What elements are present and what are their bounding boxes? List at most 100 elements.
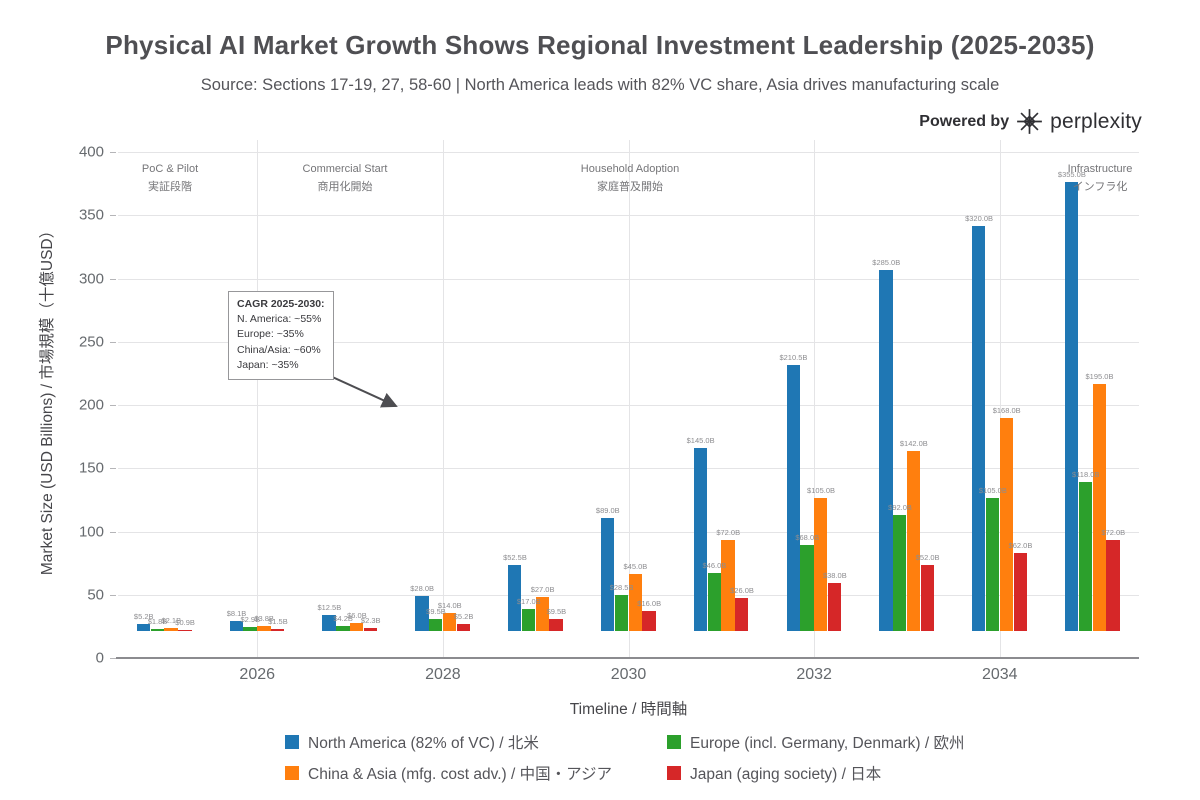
bar-value-label: $52.5B	[503, 552, 527, 562]
bar-value-label: $2.1B	[161, 616, 182, 626]
x-tick-label: 2034	[981, 666, 1018, 683]
x-tick-label: 2032	[796, 666, 832, 683]
bar-series3-2032	[827, 582, 842, 631]
bar-series3-2029	[549, 618, 563, 631]
legend-swatch	[285, 766, 299, 780]
bar-value-label: $46.0B	[702, 560, 727, 570]
bar-series2-2028	[442, 613, 457, 631]
phase-annotation-infrastructure: Infrastructure インフラ化	[1068, 161, 1133, 196]
bar-series2-2025	[164, 628, 178, 631]
bar-value-label: $12.5B	[317, 603, 342, 613]
y-tick-mark	[110, 152, 116, 153]
legend-label: North America (82% of VC) / 北米	[308, 735, 539, 752]
bar-value-label: $210.5B	[779, 352, 808, 362]
bar-series0-2027	[322, 615, 336, 631]
bar-series1-2027	[336, 625, 350, 631]
legend-label: Europe (incl. Germany, Denmark) / 欧州	[690, 735, 965, 752]
bar-series0-2031	[693, 447, 707, 631]
bar-value-label: $27.0B	[530, 584, 555, 594]
bar-series0-2033	[879, 270, 893, 631]
bar-value-label: $52.0B	[915, 553, 940, 563]
bar-series1-2025	[150, 628, 164, 631]
bar-value-label: $168.0B	[992, 406, 1021, 416]
legend-label: Japan (aging society) / 日本	[690, 766, 882, 783]
bar-series1-2031	[707, 572, 721, 631]
phase-label-ja: 実証段階	[148, 180, 192, 193]
bar-series1-2028	[429, 618, 443, 631]
bar-value-label: $3.8B	[254, 614, 274, 624]
legend-swatch	[667, 735, 681, 749]
bar-series3-2034	[1013, 552, 1027, 631]
bar-value-label: $68.0B	[795, 532, 820, 542]
x-gridline	[999, 140, 1001, 658]
y-tick-label: 300	[78, 270, 104, 287]
bar-value-label: $62.0B	[1008, 540, 1033, 550]
bar-value-label: $4.2B	[333, 613, 353, 623]
bar-series3-2031	[735, 598, 749, 631]
bar-value-label: $72.0B	[716, 527, 741, 537]
y-tick-mark	[110, 594, 116, 596]
cagr-title: CAGR 2025-2030:	[237, 298, 325, 310]
bar-value-label: $9.5B	[426, 606, 446, 616]
bar-value-label: $320.0B	[965, 214, 994, 224]
cagr-line: Europe: ~35%	[237, 328, 304, 341]
x-axis-line	[116, 657, 1139, 659]
phase-label-en: Infrastructure	[1067, 163, 1133, 175]
y-tick-label: 0	[95, 649, 104, 667]
y-tick-mark	[110, 215, 116, 217]
bar-series0-2028	[415, 595, 429, 631]
bar-value-label: $2.3B	[360, 616, 381, 626]
bar-series1-2035	[1078, 481, 1093, 631]
bar-value-label: $355.0B	[1057, 169, 1086, 179]
bar-value-label: $1.5B	[268, 617, 288, 627]
bar-series2-2027	[350, 623, 364, 631]
bar-series1-2033	[893, 514, 907, 631]
y-tick-label: 200	[78, 396, 104, 414]
y-tick-mark	[110, 405, 116, 406]
legend-swatch	[667, 766, 681, 780]
bar-value-label: $5.2B	[133, 612, 154, 622]
cagr-line: N. America: ~55%	[237, 313, 322, 326]
bar-value-label: $16.0B	[637, 598, 662, 608]
phase-label-ja: 家庭普及開始	[597, 180, 663, 193]
bar-value-label: $145.0B	[686, 435, 715, 445]
bar-series2-2032	[814, 498, 828, 631]
y-tick-mark	[110, 531, 116, 533]
bar-series0-2029	[508, 564, 522, 631]
bar-series0-2032	[786, 364, 800, 631]
bar-series1-2029	[521, 609, 536, 631]
page-title: Physical AI Market Growth Shows Regional…	[105, 30, 1095, 60]
y-tick-label: 150	[78, 459, 104, 477]
bar-value-label: $285.0B	[872, 258, 901, 268]
bar-value-label: $118.0B	[1071, 469, 1100, 479]
bar-value-label: $28.0B	[410, 583, 435, 593]
bar-value-label: $92.0B	[888, 502, 912, 512]
bar-series1-2030	[614, 594, 628, 631]
bar-series1-2034	[985, 498, 1000, 631]
bar-value-label: $72.0B	[1101, 527, 1126, 537]
bar-value-label: $2.9B	[240, 615, 261, 625]
x-gridline	[814, 140, 816, 658]
bar-series2-2026	[257, 626, 271, 631]
bar-series2-2035	[1092, 384, 1106, 631]
bar-series0-2030	[600, 518, 615, 631]
brand-name: perplexity	[1050, 109, 1142, 133]
bar-value-label: $105.0B	[978, 486, 1007, 496]
y-tick-label: 50	[87, 586, 104, 604]
y-tick-mark	[110, 468, 116, 470]
phase-annotation-poc: PoC & Pilot 実証段階	[142, 161, 198, 196]
phase-annotation-household: Household Adoption 家庭普及開始	[581, 161, 679, 196]
powered-by-branding: Powered by perplexity	[919, 108, 1142, 135]
powered-by-label: Powered by	[919, 112, 1010, 130]
bar-series2-2034	[999, 418, 1014, 631]
bar-series0-2034	[972, 226, 986, 631]
bar-series0-2035	[1064, 181, 1079, 631]
y-tick-label: 350	[78, 206, 104, 224]
bar-series2-2029	[535, 596, 549, 631]
bar-value-label: $5.2B	[453, 612, 474, 622]
bar-series2-2031	[721, 539, 735, 631]
bar-series2-2030	[628, 574, 642, 631]
bar-value-label: $142.0B	[899, 439, 928, 449]
x-axis-title: Timeline / 時間軸	[569, 701, 688, 718]
